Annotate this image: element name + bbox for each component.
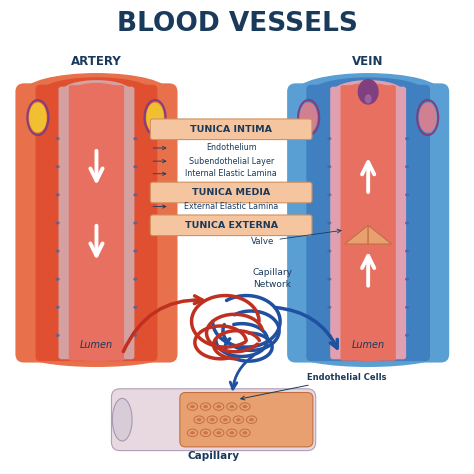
Ellipse shape (300, 102, 318, 133)
Ellipse shape (327, 221, 331, 225)
Text: Endothelial Cells: Endothelial Cells (241, 373, 387, 400)
Ellipse shape (217, 431, 221, 435)
Text: Valve: Valve (251, 229, 341, 246)
Ellipse shape (365, 94, 372, 103)
Ellipse shape (327, 278, 331, 281)
Ellipse shape (327, 334, 331, 337)
Ellipse shape (203, 405, 208, 408)
Ellipse shape (197, 418, 201, 421)
Text: External Elastic Lamina: External Elastic Lamina (184, 202, 278, 211)
Ellipse shape (236, 418, 241, 421)
Ellipse shape (55, 249, 60, 253)
Text: Lumen: Lumen (352, 340, 385, 350)
Ellipse shape (249, 418, 254, 421)
FancyBboxPatch shape (340, 85, 396, 361)
Ellipse shape (311, 77, 425, 106)
Ellipse shape (24, 341, 169, 367)
Ellipse shape (342, 83, 394, 100)
Ellipse shape (405, 221, 409, 225)
Ellipse shape (55, 165, 60, 168)
Ellipse shape (405, 249, 409, 253)
Ellipse shape (24, 73, 169, 110)
Ellipse shape (55, 306, 60, 309)
Ellipse shape (243, 431, 247, 435)
Text: Lumen: Lumen (80, 340, 113, 350)
Ellipse shape (327, 137, 331, 140)
Ellipse shape (55, 193, 60, 196)
Ellipse shape (133, 137, 137, 140)
Ellipse shape (405, 306, 409, 309)
Ellipse shape (419, 102, 437, 133)
Text: BLOOD VESSELS: BLOOD VESSELS (117, 11, 357, 37)
Ellipse shape (55, 334, 60, 337)
Ellipse shape (405, 165, 409, 168)
Ellipse shape (327, 249, 331, 253)
Ellipse shape (210, 418, 215, 421)
Ellipse shape (190, 431, 195, 435)
Text: ARTERY: ARTERY (71, 55, 122, 68)
Ellipse shape (55, 221, 60, 225)
FancyBboxPatch shape (36, 85, 157, 361)
Ellipse shape (229, 431, 234, 435)
Text: Capillary
Network: Capillary Network (252, 268, 292, 289)
Ellipse shape (333, 80, 403, 103)
Ellipse shape (405, 137, 409, 140)
FancyBboxPatch shape (150, 215, 312, 236)
Ellipse shape (296, 341, 441, 367)
Polygon shape (368, 225, 392, 244)
FancyBboxPatch shape (306, 85, 430, 361)
Ellipse shape (223, 418, 228, 421)
Ellipse shape (190, 405, 195, 408)
Ellipse shape (405, 334, 409, 337)
Ellipse shape (71, 347, 122, 361)
Ellipse shape (405, 193, 409, 196)
Text: VEIN: VEIN (352, 55, 384, 68)
Text: Endothelium: Endothelium (206, 144, 256, 153)
Ellipse shape (133, 278, 137, 281)
Ellipse shape (296, 73, 441, 110)
Ellipse shape (327, 306, 331, 309)
Text: TUNICA MEDIA: TUNICA MEDIA (192, 188, 270, 197)
Ellipse shape (327, 165, 331, 168)
FancyBboxPatch shape (180, 392, 313, 447)
Ellipse shape (243, 405, 247, 408)
Ellipse shape (112, 398, 132, 441)
Ellipse shape (133, 221, 137, 225)
Text: TUNICA INTIMA: TUNICA INTIMA (190, 125, 272, 134)
FancyBboxPatch shape (330, 87, 406, 359)
Text: Capillary: Capillary (188, 451, 240, 461)
Ellipse shape (133, 165, 137, 168)
Polygon shape (345, 225, 368, 244)
Text: Subendothelial Layer: Subendothelial Layer (189, 156, 274, 165)
Ellipse shape (342, 347, 394, 361)
Ellipse shape (133, 306, 137, 309)
FancyBboxPatch shape (16, 83, 177, 363)
Ellipse shape (405, 278, 409, 281)
Ellipse shape (61, 80, 132, 103)
Ellipse shape (229, 405, 234, 408)
Ellipse shape (327, 193, 331, 196)
FancyBboxPatch shape (69, 85, 124, 361)
Ellipse shape (146, 102, 164, 133)
Ellipse shape (357, 79, 379, 105)
FancyBboxPatch shape (111, 389, 316, 451)
Ellipse shape (29, 102, 47, 133)
Ellipse shape (71, 83, 122, 100)
Text: TUNICA EXTERNA: TUNICA EXTERNA (184, 221, 278, 230)
Text: Internal Elastic Lamina: Internal Elastic Lamina (185, 169, 277, 178)
Ellipse shape (55, 137, 60, 140)
FancyBboxPatch shape (287, 83, 449, 363)
Ellipse shape (203, 431, 208, 435)
Ellipse shape (133, 249, 137, 253)
FancyBboxPatch shape (150, 119, 312, 139)
Ellipse shape (40, 77, 153, 106)
FancyBboxPatch shape (150, 182, 312, 203)
Ellipse shape (55, 278, 60, 281)
FancyBboxPatch shape (58, 87, 135, 359)
Ellipse shape (217, 405, 221, 408)
Ellipse shape (133, 334, 137, 337)
Ellipse shape (133, 193, 137, 196)
